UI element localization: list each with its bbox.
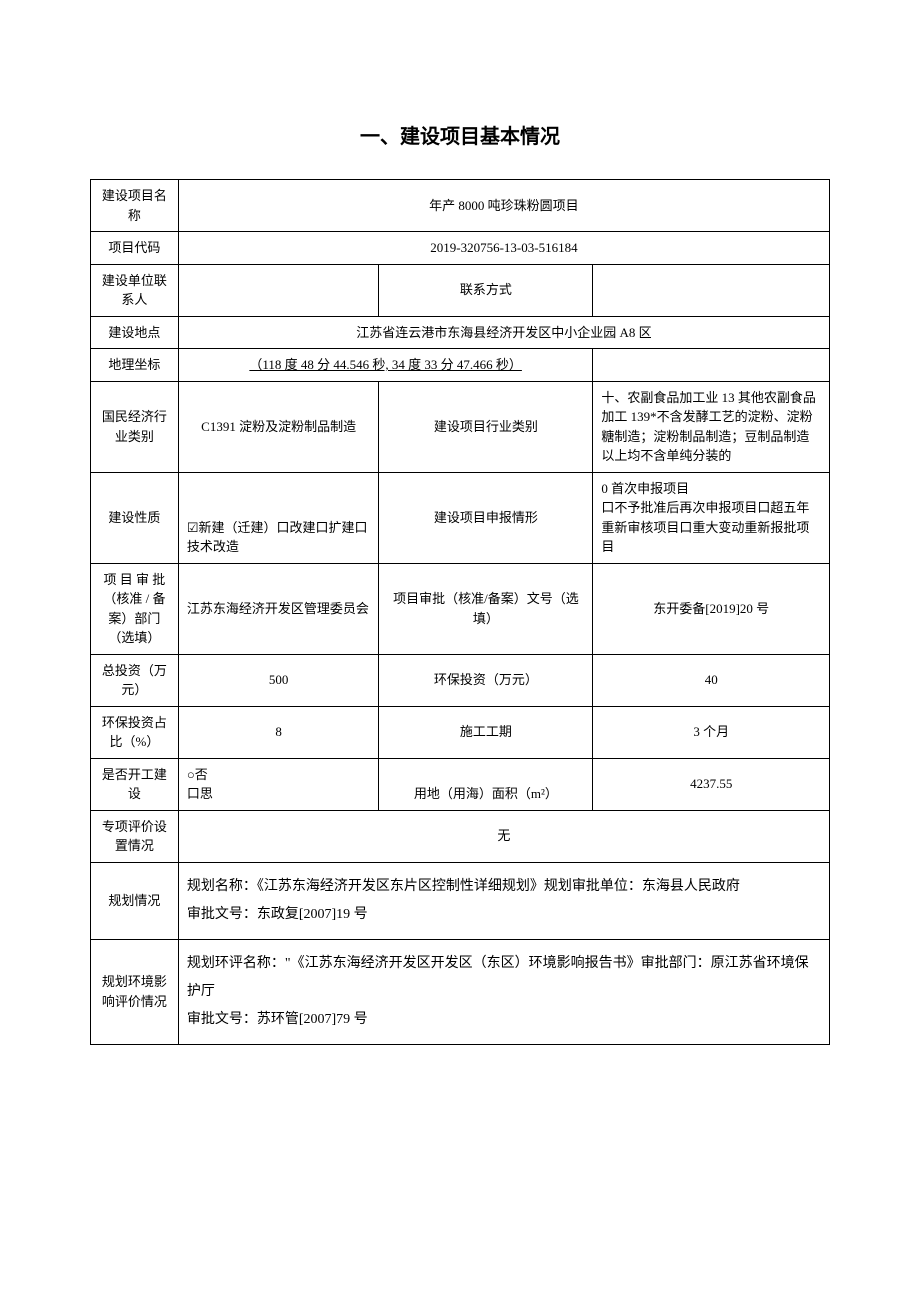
label-planning-env: 规划环境影响评价情况 [91, 939, 179, 1044]
value-planning-env: 规划环评名称："《江苏东海经济开发区开发区（东区）环境影响报告书》审批部门：原江… [178, 939, 829, 1044]
label-started: 是否开工建设 [91, 758, 179, 810]
label-project-industry: 建设项目行业类别 [379, 381, 593, 472]
label-application-type: 建设项目申报情形 [379, 472, 593, 563]
value-total-invest: 500 [178, 654, 379, 706]
label-construction-nature: 建设性质 [91, 472, 179, 563]
label-approval-dept: 项 目 审 批（核准 / 备案）部门（选填） [91, 563, 179, 654]
value-contact-person [178, 264, 379, 316]
value-env-ratio: 8 [178, 706, 379, 758]
label-planning: 规划情况 [91, 862, 179, 939]
value-project-code: 2019-320756-13-03-516184 [178, 232, 829, 265]
label-project-name: 建设项目名称 [91, 180, 179, 232]
label-industry-category: 国民经济行业类别 [91, 381, 179, 472]
value-started: ○否 口思 [178, 758, 379, 810]
label-approval-doc: 项目审批（核准/备案）文号（选填） [379, 563, 593, 654]
value-construction-period: 3 个月 [593, 706, 830, 758]
value-geo-coord-empty [593, 349, 830, 382]
label-total-invest: 总投资（万元） [91, 654, 179, 706]
value-contact-method [593, 264, 830, 316]
label-contact-method: 联系方式 [379, 264, 593, 316]
value-construction-nature: ☑新建（迁建）口改建口扩建口技术改造 [178, 472, 379, 563]
label-construction-period: 施工工期 [379, 706, 593, 758]
value-planning: 规划名称：《江苏东海经济开发区东片区控制性详细规划》规划审批单位：东海县人民政府… [178, 862, 829, 939]
value-approval-dept: 江苏东海经济开发区管理委员会 [178, 563, 379, 654]
label-env-invest: 环保投资（万元） [379, 654, 593, 706]
value-project-industry: 十、农副食品加工业 13 其他农副食品加工 139*不含发酵工艺的淀粉、淀粉糖制… [593, 381, 830, 472]
label-construction-site: 建设地点 [91, 316, 179, 349]
value-industry-category: C1391 淀粉及淀粉制品制造 [178, 381, 379, 472]
label-special-eval: 专项评价设置情况 [91, 810, 179, 862]
value-construction-site: 江苏省连云港市东海县经济开发区中小企业园 A8 区 [178, 316, 829, 349]
value-approval-doc: 东开委备[2019]20 号 [593, 563, 830, 654]
label-env-ratio: 环保投资占比（%） [91, 706, 179, 758]
section-title: 一、建设项目基本情况 [90, 120, 830, 149]
label-project-code: 项目代码 [91, 232, 179, 265]
value-geo-coord: （118 度 48 分 44.546 秒, 34 度 33 分 47.466 秒… [178, 349, 593, 382]
label-geo-coord: 地理坐标 [91, 349, 179, 382]
value-application-type: 0 首次申报项目 口不予批准后再次申报项目口超五年重新审核项目口重大变动重新报批… [593, 472, 830, 563]
value-env-invest: 40 [593, 654, 830, 706]
label-land-area: 用地（用海）面积（m²） [379, 758, 593, 810]
value-land-area: 4237.55 [593, 758, 830, 810]
label-contact-person: 建设单位联系人 [91, 264, 179, 316]
value-special-eval: 无 [178, 810, 829, 862]
project-info-table: 建设项目名称 年产 8000 吨珍珠粉圆项目 项目代码 2019-320756-… [90, 179, 830, 1045]
value-project-name: 年产 8000 吨珍珠粉圆项目 [178, 180, 829, 232]
